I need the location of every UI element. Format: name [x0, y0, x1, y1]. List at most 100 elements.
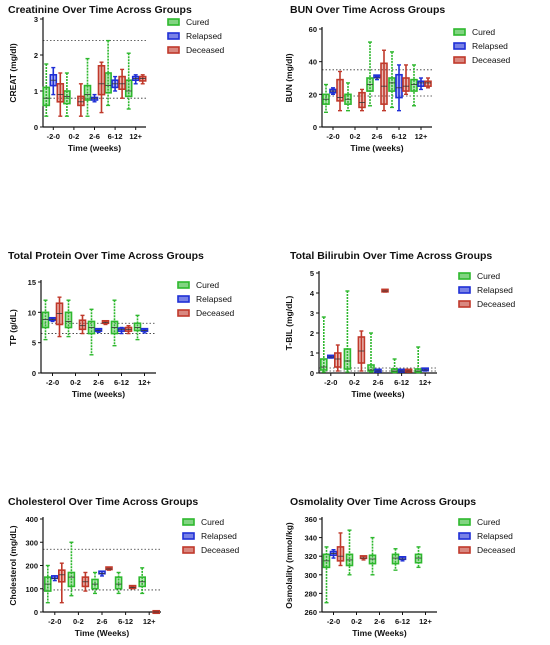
svg-text:Cured: Cured	[186, 17, 209, 27]
box-deceased-6-12	[124, 324, 133, 335]
box-cured-2-6	[87, 308, 96, 356]
svg-text:Cured: Cured	[477, 271, 500, 281]
x-tick-label: 6-12	[395, 617, 410, 626]
chart-bun: 0 20 40 60 -2-0 0-2 2-6 6-12 12+ Time (weeks) BUN …	[284, 25, 511, 153]
y-axis-label: Osmolality (mmol/kg)	[284, 522, 294, 609]
chart-panel-bun: BUN Over Time Across Groups 0 20 40 60 -2-0 0…	[282, 2, 550, 217]
legend-item-cured: Cured	[177, 280, 219, 290]
svg-text:Relapsed: Relapsed	[477, 285, 513, 295]
legend-item-cured: Cured	[458, 271, 500, 281]
box-deceased-2-6	[380, 49, 388, 112]
box-deceased-2-6	[101, 319, 110, 326]
x-tick-label: -2-0	[326, 132, 339, 141]
x-tick-label: -2-0	[327, 617, 340, 626]
x-axis-label: Time (weeks)	[68, 143, 121, 153]
svg-text:Cured: Cured	[196, 280, 219, 290]
x-axis-label: Time (weeks)	[351, 389, 404, 399]
box-deceased--2-0	[333, 344, 342, 372]
chart-panel-total-protein: Total Protein Over Time Across Groups 0 5…	[6, 248, 276, 463]
box-cured-2-6	[367, 332, 375, 373]
box-cured-12+	[410, 64, 418, 107]
box-relapsed-6-12	[111, 75, 119, 92]
y-tick-label: 10	[28, 308, 36, 317]
x-tick-label: 6-12	[394, 378, 409, 387]
box-cured-6-12	[114, 571, 123, 595]
svg-text:Deceased: Deceased	[186, 45, 225, 55]
legend-item-relapsed: Relapsed	[182, 531, 237, 541]
box-deceased-2-6	[381, 288, 389, 293]
svg-text:Relapsed: Relapsed	[472, 41, 508, 51]
box-cured--2-0	[41, 299, 50, 341]
box-cured-2-6	[368, 536, 377, 576]
legend-item-relapsed: Relapsed	[458, 531, 513, 541]
x-tick-label: -2-0	[46, 378, 59, 387]
y-tick-label: 0	[32, 369, 36, 378]
box-cured-6-12	[104, 39, 112, 107]
y-axis-label: Cholesterol (mg/dL)	[8, 525, 18, 605]
x-tick-label: 2-6	[374, 617, 385, 626]
y-tick-label: 0	[34, 608, 38, 617]
box-cured-12+	[133, 314, 142, 341]
y-tick-label: 200	[25, 562, 38, 571]
box-deceased--2-0	[336, 532, 345, 567]
box-cured--2-0	[43, 564, 52, 604]
x-tick-label: 12+	[129, 132, 142, 141]
box-cured-0-2	[63, 72, 71, 117]
x-tick-label: 6-12	[108, 132, 123, 141]
box-deceased-6-12	[128, 584, 137, 590]
legend-item-relapsed: Relapsed	[458, 285, 513, 295]
box-deceased-12+	[424, 77, 432, 89]
chart-cholesterol: 0 100 200 300 400 -2-0 0-2 2-6 6-12 12+ Time (Week…	[8, 515, 240, 638]
box-deceased-6-12	[404, 368, 413, 373]
box-deceased--2-0	[55, 296, 64, 338]
y-tick-label: 100	[25, 585, 38, 594]
box-relapsed-6-12	[398, 556, 407, 562]
box-relapsed-12+	[131, 74, 140, 85]
box-cured-12+	[124, 52, 133, 110]
chart-title: Total Protein Over Time Across Groups	[8, 250, 204, 262]
y-axis-label: BUN (mg/dl)	[284, 53, 294, 102]
x-tick-label: 0-2	[70, 378, 81, 387]
x-tick-label: 12+	[419, 617, 432, 626]
box-cured--2-0	[319, 316, 328, 373]
svg-text:Deceased: Deceased	[196, 308, 235, 318]
box-relapsed-2-6	[374, 368, 382, 373]
box-cured-12+	[414, 346, 422, 374]
x-axis-label: Time (weeks)	[350, 143, 403, 153]
y-tick-label: 4	[310, 289, 315, 298]
chart-osmolality: 260 280 300 320 340 360 -2-0 0-2 2-6 6-12 12+ Time …	[284, 515, 516, 638]
x-tick-label: 2-6	[372, 132, 383, 141]
svg-text:Cured: Cured	[201, 517, 224, 527]
svg-text:Relapsed: Relapsed	[477, 531, 513, 541]
box-cured-0-2	[344, 82, 352, 112]
box-deceased-0-2	[357, 330, 366, 372]
svg-text:Cured: Cured	[477, 517, 500, 527]
box-relapsed-2-6	[373, 74, 381, 81]
x-tick-label: 12+	[138, 378, 151, 387]
legend-item-deceased: Deceased	[458, 299, 516, 309]
box-cured-6-12	[390, 358, 399, 374]
y-tick-label: 15	[28, 278, 36, 287]
box-deceased--2-0	[56, 72, 65, 117]
svg-text:Relapsed: Relapsed	[186, 31, 222, 41]
legend-item-cured: Cured	[458, 517, 500, 527]
x-tick-label: 12+	[419, 378, 432, 387]
x-tick-label: -2-0	[324, 378, 337, 387]
legend-item-cured: Cured	[167, 17, 209, 27]
svg-text:Deceased: Deceased	[477, 299, 516, 309]
box-cured--2-0	[322, 546, 331, 604]
svg-text:Deceased: Deceased	[201, 545, 240, 555]
y-tick-label: 320	[304, 552, 317, 561]
box-relapsed-6-12	[395, 64, 403, 112]
y-tick-label: 0	[313, 123, 317, 132]
legend-item-deceased: Deceased	[167, 45, 225, 55]
svg-text:Deceased: Deceased	[472, 55, 511, 65]
x-tick-label: 6-12	[391, 132, 406, 141]
y-tick-label: 5	[32, 339, 36, 348]
box-relapsed-2-6	[90, 93, 99, 103]
y-tick-label: 2	[34, 51, 38, 60]
box-deceased-0-2	[358, 88, 366, 112]
chart-panel-creatinine: Creatinine Over Time Across Groups 0 1 2 3 -…	[6, 2, 276, 217]
box-cured-6-12	[110, 299, 119, 347]
chart-title: BUN Over Time Across Groups	[290, 4, 446, 16]
